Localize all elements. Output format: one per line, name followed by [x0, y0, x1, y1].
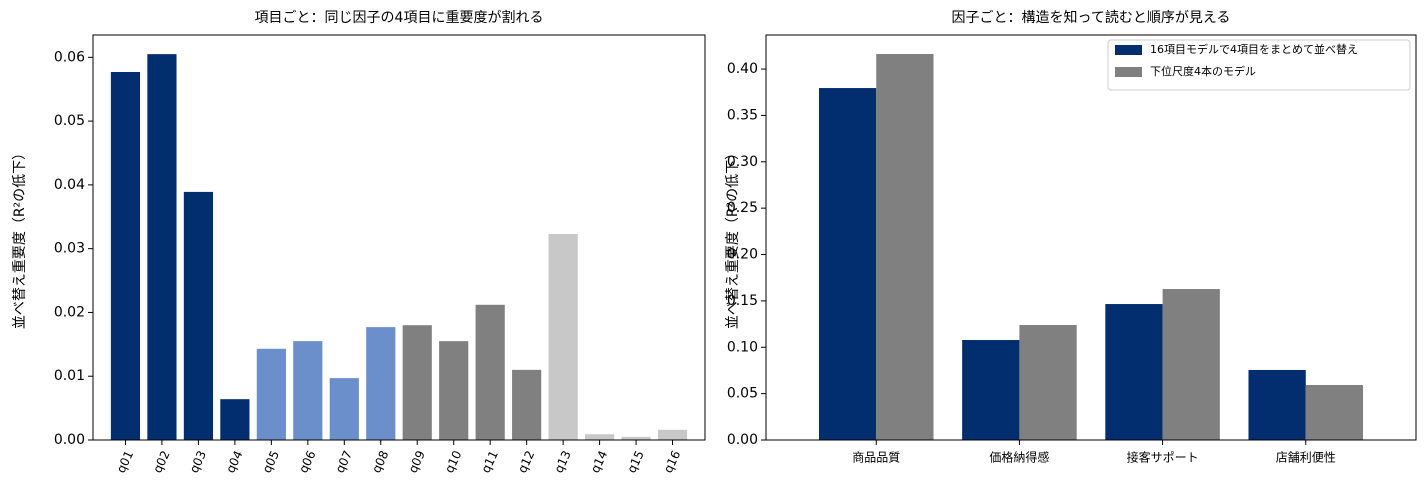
legend-swatch: [1115, 45, 1142, 55]
x-tick-label: q08: [369, 448, 391, 475]
bar: [439, 341, 469, 440]
bar: [1248, 369, 1306, 440]
x-tick-label: 価格納得感: [989, 450, 1049, 465]
y-tick-label: 0.05: [54, 113, 85, 129]
bar: [548, 233, 578, 440]
x-tick-label: 接客サポート: [1127, 450, 1199, 465]
x-tick-label: q05: [260, 448, 282, 475]
y-tick-label: 0.30: [727, 154, 758, 170]
y-tick-label: 0.35: [727, 107, 758, 123]
x-tick-label: q02: [150, 448, 172, 475]
legend-label: 16項目モデルで4項目をまとめて並べ替え: [1150, 42, 1358, 56]
bar: [147, 54, 177, 441]
bar: [818, 88, 877, 441]
bar: [657, 429, 688, 440]
y-tick-label: 0.00: [54, 432, 85, 448]
bar: [1019, 325, 1077, 440]
bar: [876, 54, 934, 441]
x-tick-label: q09: [406, 448, 428, 475]
x-tick-label: q03: [187, 448, 209, 475]
bar: [475, 304, 505, 440]
bar: [366, 327, 396, 440]
x-tick-label: q14: [588, 448, 610, 475]
legend-label: 下位尺度4本のモデル: [1150, 64, 1256, 78]
x-tick-label: q13: [551, 448, 573, 475]
legend-swatch: [1115, 67, 1142, 77]
x-tick-label: q06: [296, 448, 318, 475]
bar: [585, 434, 615, 440]
y-tick-label: 0.25: [727, 200, 758, 216]
x-tick-label: q07: [333, 448, 355, 475]
y-tick-label: 0.40: [727, 61, 758, 77]
chart-title: 因子ごと：構造を知って読むと順序が見える: [952, 9, 1231, 26]
bar: [329, 378, 359, 440]
plot-frame: [92, 34, 706, 441]
bar: [621, 436, 651, 440]
legend-box: [1107, 39, 1411, 91]
x-tick-label: q16: [661, 448, 683, 475]
x-tick-label: q04: [223, 448, 245, 475]
y-tick-label: 0.15: [727, 293, 758, 309]
x-tick-label: q11: [479, 448, 501, 475]
bar: [1105, 304, 1163, 440]
x-tick-label: q01: [114, 448, 136, 475]
bar: [293, 341, 323, 440]
bar: [1305, 385, 1364, 440]
y-axis-label: 並べ替え重要度（R²の低下）: [12, 146, 28, 329]
bar: [256, 348, 286, 440]
y-axis-label: 並べ替え重要度（R²の低下）: [725, 146, 741, 329]
y-tick-label: 0.00: [727, 432, 758, 448]
y-tick-label: 0.06: [54, 49, 85, 65]
bar: [110, 71, 141, 440]
y-tick-label: 0.04: [54, 177, 85, 193]
x-tick-label: 店舗利便性: [1276, 451, 1336, 465]
y-tick-label: 0.01: [54, 368, 85, 384]
bar: [183, 191, 213, 440]
x-tick-label: 商品品質: [852, 450, 900, 465]
bar: [512, 369, 542, 440]
bar: [1162, 289, 1220, 440]
bar: [220, 399, 250, 440]
x-tick-label: q10: [442, 448, 464, 475]
bar: [962, 340, 1020, 440]
y-tick-label: 0.02: [54, 304, 85, 320]
x-tick-label: q15: [624, 448, 646, 475]
plot-frame: [765, 34, 1417, 441]
y-tick-label: 0.10: [727, 339, 758, 355]
chart-title: 項目ごと：同じ因子の4項目に重要度が割れる: [255, 9, 544, 26]
x-tick-label: q12: [515, 448, 537, 475]
y-tick-label: 0.20: [727, 247, 758, 263]
bar: [402, 325, 432, 440]
y-tick-label: 0.03: [54, 241, 85, 257]
y-tick-label: 0.05: [727, 386, 758, 402]
